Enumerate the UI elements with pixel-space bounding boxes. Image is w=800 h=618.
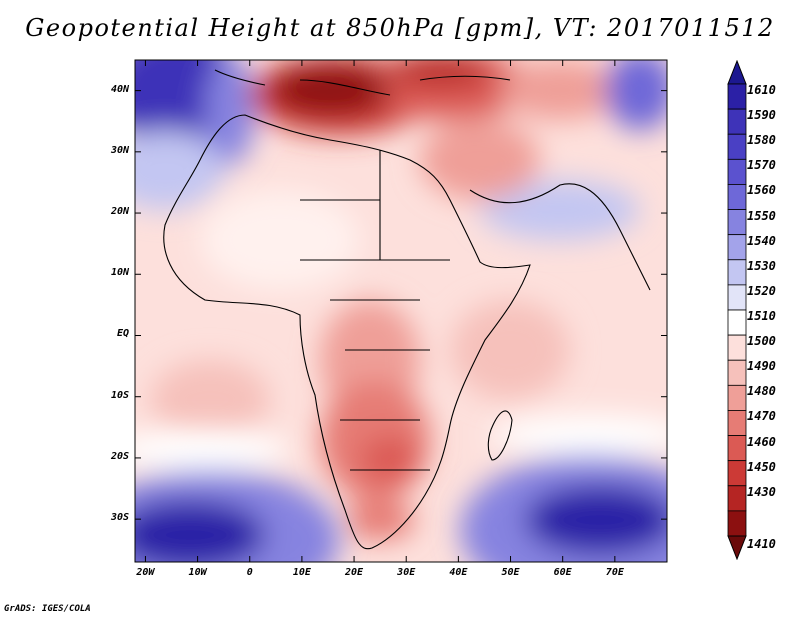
colorbar-label: 1470 [747,409,776,424]
colorbar-swatch [727,460,747,487]
colorbar-label: 1610 [747,83,776,97]
colorbar-swatch [727,284,747,311]
lon-label: 70E [605,567,624,578]
colorbar-swatch [727,133,747,160]
colorbar-min-arrow [727,535,747,560]
lon-label: 20W [136,567,155,578]
lon-label: 30E [397,567,416,578]
colorbar-swatch [727,384,747,411]
colorbar-swatch [727,234,747,261]
map-frame [134,59,668,563]
lon-label: 40E [449,567,468,578]
lat-label: 30S [110,512,129,524]
map-title: Geopotential Height at 850hPa [gpm], VT:… [25,14,775,42]
colorbar-swatch [727,309,747,336]
colorbar-swatch [727,485,747,512]
colorbar-swatch [727,83,747,110]
colorbar-label: 1500 [747,334,776,349]
colorbar-swatch [727,184,747,210]
colorbar-label: 1510 [747,309,776,323]
lat-label: 10S [110,389,129,401]
lon-label: 60E [553,567,572,578]
colorbar-swatch [727,259,747,286]
colorbar-label: 1560 [747,183,776,198]
colorbar-label: 1580 [747,133,776,148]
colorbar-label: 1540 [747,233,776,248]
colorbar-label: 1410 [747,537,776,551]
colorbar-label: 1590 [747,108,776,123]
colorbar-swatch [727,510,747,537]
colorbar-swatch [727,108,747,135]
colorbar-max-arrow [727,60,747,85]
colorbar-swatch [727,359,747,386]
lon-label: 0 [246,567,253,578]
colorbar-label: 1550 [747,208,776,223]
colorbar-label: 1490 [747,359,776,374]
lat-label: 30N [110,144,129,156]
colorbar-label: 1530 [747,258,776,273]
colorbar-label: 1480 [747,384,776,399]
lat-label: 20N [110,206,129,218]
colorbar-label: 1570 [747,158,776,173]
grads-credit: GrADS: IGES/COLA [4,604,91,614]
lat-label: 20S [110,450,129,462]
lon-label: 10W [188,567,207,578]
coastlines [163,69,651,550]
colorbar-label: 1520 [747,283,776,298]
colorbar-swatch [727,435,747,462]
lat-label: 40N [110,83,129,95]
colorbar-swatch [727,158,747,185]
lat-label: EQ [116,328,129,340]
lon-label: 50E [501,567,520,578]
colorbar-swatch [727,209,747,236]
colorbar [727,60,747,560]
lon-label: 20E [345,567,364,578]
colorbar-label: 1430 [747,484,776,499]
shaded-field [135,60,667,562]
colorbar-label: 1460 [747,434,776,449]
colorbar-label: 1450 [747,459,776,474]
colorbar-swatch [727,334,747,361]
lon-label: 10E [292,567,311,578]
colorbar-swatch [727,410,747,436]
lat-label: 10N [110,267,129,279]
